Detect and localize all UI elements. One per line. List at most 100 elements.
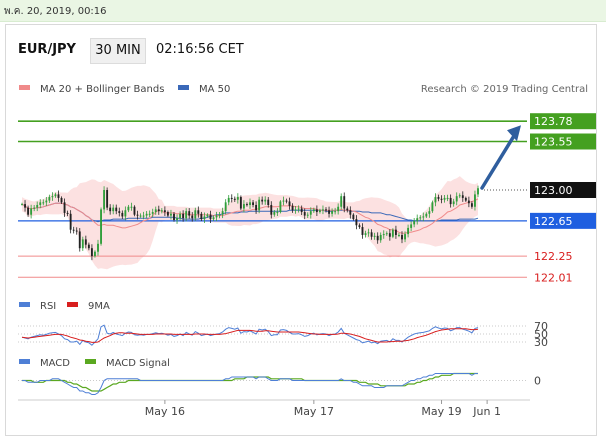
candle-body <box>36 204 39 208</box>
candle-body <box>170 213 172 216</box>
x-tick-label: Jun 1 <box>472 405 501 418</box>
level-tag-123.55 <box>530 133 596 150</box>
candle-body <box>285 200 288 202</box>
candle-body <box>191 215 194 219</box>
candle-body <box>224 202 227 212</box>
candle-body <box>373 235 376 237</box>
candle-body <box>206 214 209 217</box>
candle-body <box>391 229 394 237</box>
candle-body <box>78 231 81 249</box>
candle-body <box>24 204 26 208</box>
candle-body <box>233 198 236 200</box>
candle-body <box>315 209 318 213</box>
candle-body <box>276 212 279 214</box>
level-tag-123.00 <box>530 182 596 198</box>
candle-body <box>470 203 473 207</box>
timestamp-text: พ.ค. 20, 2019, 00:16 <box>4 6 107 17</box>
macd-signal-legend-swatch <box>85 359 96 364</box>
candle-body <box>385 233 388 235</box>
rsi-legend-label: RSI <box>40 301 56 312</box>
candle-body <box>112 207 115 212</box>
candle-body <box>370 232 373 237</box>
macd-signal-line <box>22 372 478 392</box>
candle-body <box>428 211 431 214</box>
candle-body <box>425 213 428 217</box>
candle-body <box>118 211 121 213</box>
candle-body <box>197 210 200 214</box>
macd-legend-label: MACD <box>40 358 70 369</box>
candle-body <box>194 210 197 219</box>
rsi-level-label-70: 70 <box>534 320 548 333</box>
candle-body <box>173 213 175 220</box>
candle-body <box>331 211 334 214</box>
candle-body <box>179 213 182 219</box>
candle-body <box>300 208 303 213</box>
candle-body <box>97 243 99 252</box>
candle-body <box>188 211 191 216</box>
candle-body <box>407 227 410 235</box>
candle-body <box>48 197 51 201</box>
rsi-level-label-30: 30 <box>534 336 548 349</box>
candle-body <box>364 233 367 235</box>
macd-signal-legend-label: MACD Signal <box>106 358 170 369</box>
candle-body <box>185 211 188 219</box>
candle-body <box>136 214 139 216</box>
candle-body <box>242 204 245 209</box>
candle-body <box>230 197 233 199</box>
candle-body <box>39 202 42 205</box>
candle-body <box>346 208 349 211</box>
candle-body <box>440 198 443 200</box>
candle-body <box>157 209 160 212</box>
ma20-legend-swatch <box>19 85 30 90</box>
rsi-ma-legend-swatch <box>67 302 78 307</box>
candle-body <box>291 205 294 211</box>
candle-body <box>81 239 84 249</box>
candle-body <box>124 210 127 217</box>
candle-body <box>103 190 106 210</box>
pair-label: EUR/JPY <box>18 42 76 57</box>
candle-body <box>51 196 54 198</box>
candle-body <box>303 212 306 216</box>
ma50-legend-swatch <box>178 85 189 90</box>
candle-body <box>282 200 285 202</box>
candle-body <box>154 209 157 213</box>
rsi-ma-legend-label: 9MA <box>88 301 110 312</box>
candle-body <box>431 202 434 212</box>
time-label: 02:16:56 CET <box>156 42 244 57</box>
level-tag-123.78 <box>530 113 596 130</box>
candle-body <box>227 197 230 203</box>
level-label-122.01: 122.01 <box>534 271 573 284</box>
candle-body <box>294 209 297 211</box>
candle-body <box>267 199 270 205</box>
timestamp-bar: พ.ค. 20, 2019, 00:16 <box>0 0 606 22</box>
candle-body <box>437 197 440 199</box>
candle-body <box>312 209 315 212</box>
candle-body <box>69 213 72 230</box>
candle-body <box>306 214 309 216</box>
candle-body <box>322 209 324 211</box>
candle-body <box>239 197 242 209</box>
candle-body <box>42 202 45 204</box>
candle-body <box>358 225 361 228</box>
macd-group: 0 <box>18 372 541 395</box>
candle-body <box>21 204 23 206</box>
candle-body <box>252 202 254 205</box>
level-tag-122.65 <box>530 212 596 229</box>
ma50-line <box>21 202 479 223</box>
candle-body <box>349 210 352 215</box>
credit-text: Research © 2019 Trading Central <box>421 84 588 95</box>
candle-body <box>458 195 461 197</box>
candle-body <box>87 244 90 249</box>
candle-body <box>218 214 221 216</box>
candle-body <box>176 218 178 220</box>
bollinger-band-group <box>22 176 478 270</box>
candle-body <box>455 196 458 202</box>
candle-body <box>288 201 291 206</box>
candle-body <box>410 224 413 228</box>
candle-body <box>249 202 251 205</box>
candle-body <box>419 217 422 219</box>
timeframe-label[interactable]: 30 MIN <box>90 38 146 64</box>
candle-body <box>75 230 78 232</box>
